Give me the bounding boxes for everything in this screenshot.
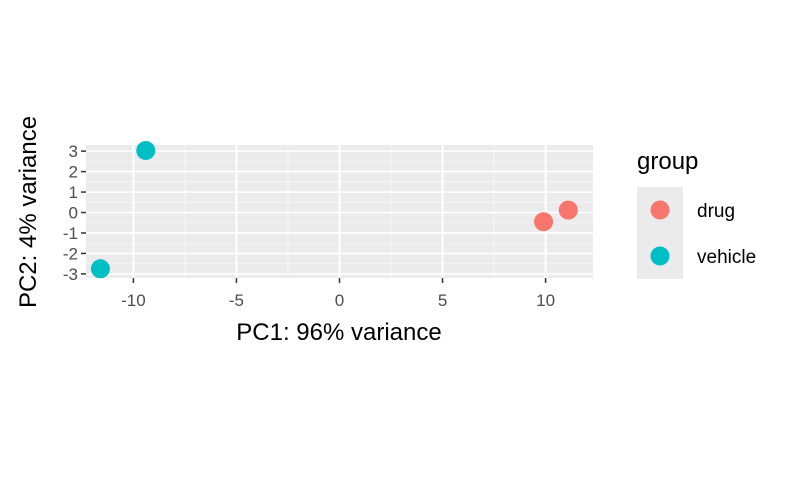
legend-label-drug: drug — [697, 201, 735, 222]
x-tick-label: 10 — [536, 291, 555, 310]
point-drug — [534, 212, 554, 232]
legend-key-vehicle — [650, 246, 670, 266]
y-axis: 3 21 0-1-2 -3 — [63, 142, 86, 284]
x-axis-title: PC1: 96% variance — [236, 319, 441, 346]
x-tick-label: -10 — [121, 291, 146, 310]
point-vehicle — [136, 141, 156, 161]
data-points — [90, 141, 578, 279]
x-tick-label: 5 — [438, 291, 447, 310]
y-tick-label: -2 — [63, 244, 78, 263]
y-tick-label: -3 — [63, 265, 78, 284]
legend-items: drug vehicle — [650, 200, 756, 268]
x-tick-label: 0 — [335, 291, 344, 310]
y-tick-label: 1 — [69, 183, 78, 202]
legend-key-drug — [650, 200, 670, 220]
legend: group drug vehicle — [637, 148, 756, 279]
point-vehicle — [90, 259, 110, 279]
x-tick-label: -5 — [229, 291, 244, 310]
legend-title: group — [637, 148, 698, 175]
y-axis-title: PC2: 4% variance — [15, 116, 42, 308]
grid-major — [86, 145, 593, 278]
y-tick-label: -1 — [63, 224, 78, 243]
y-tick-label: 0 — [69, 204, 78, 223]
point-drug — [558, 200, 578, 220]
y-tick-label: 2 — [69, 163, 78, 182]
legend-label-vehicle: vehicle — [697, 247, 756, 268]
y-tick-label: 3 — [69, 142, 78, 161]
x-axis: -10 -5 0 5 10 — [121, 278, 555, 310]
